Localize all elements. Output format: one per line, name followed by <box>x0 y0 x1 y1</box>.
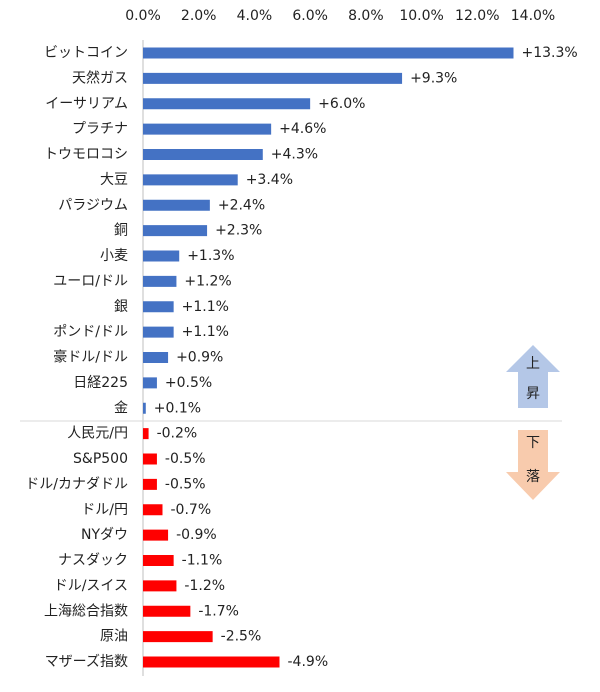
bar <box>143 377 157 389</box>
category-label: ポンド/ドル <box>53 324 128 340</box>
value-label: +4.3% <box>271 147 318 163</box>
bar <box>143 605 191 617</box>
category-label: 銅 <box>114 223 128 239</box>
value-label: -0.9% <box>176 527 217 543</box>
x-tick-label: 6.0% <box>292 8 328 24</box>
category-label: ユーロ/ドル <box>53 273 128 289</box>
bar <box>143 529 169 541</box>
category-label: プラチナ <box>72 121 128 137</box>
value-label: -1.7% <box>198 603 239 619</box>
category-label: マザーズ指数 <box>45 654 128 670</box>
category-label: トウモロコシ <box>44 147 128 163</box>
down-arrow <box>506 430 560 500</box>
value-label: +9.3% <box>410 70 457 86</box>
value-label: +4.6% <box>279 121 326 137</box>
category-label: 小麦 <box>100 248 128 264</box>
category-label: S&P500 <box>73 451 128 467</box>
bar <box>143 656 280 668</box>
value-label: -1.2% <box>184 578 225 594</box>
bar <box>143 478 157 490</box>
category-label: ドル/カナダドル <box>25 476 128 492</box>
category-label: イーサリアム <box>45 96 128 112</box>
value-label: +2.3% <box>215 223 262 239</box>
down-label: 落 <box>526 469 540 485</box>
category-label: 金 <box>114 400 128 416</box>
category-label: ナスダック <box>58 553 128 569</box>
bar <box>143 301 174 313</box>
bar <box>143 326 174 338</box>
value-label: +3.4% <box>246 172 293 188</box>
value-label: +0.1% <box>154 400 201 416</box>
value-label: +2.4% <box>218 197 265 213</box>
down-label: 下 <box>526 435 540 451</box>
category-label: 上海総合指数 <box>44 603 128 619</box>
x-tick-label: 12.0% <box>455 8 499 24</box>
category-label: パラジウム <box>58 197 128 213</box>
category-label: 日経225 <box>73 375 128 391</box>
bar <box>143 47 514 59</box>
value-label: +6.0% <box>318 96 365 112</box>
category-label: 豪ドル/ドル <box>53 350 128 366</box>
value-label: -2.5% <box>221 629 262 645</box>
bar <box>143 453 157 465</box>
bar <box>143 631 213 643</box>
bar <box>143 580 177 592</box>
x-tick-label: 4.0% <box>237 8 273 24</box>
value-label: +1.1% <box>182 299 229 315</box>
bar <box>143 275 177 287</box>
bar <box>143 149 263 160</box>
bar <box>143 352 169 363</box>
bar <box>143 504 163 516</box>
x-tick-label: 8.0% <box>348 8 384 24</box>
value-label: -0.5% <box>165 476 206 492</box>
value-label: +1.2% <box>184 273 231 289</box>
bar <box>143 98 311 110</box>
bar <box>143 555 174 566</box>
bar <box>143 123 272 135</box>
category-label: 原油 <box>100 629 128 645</box>
x-tick-label: 2.0% <box>181 8 217 24</box>
category-label: 人民元/円 <box>67 426 128 442</box>
category-label: ビットコイン <box>44 45 128 61</box>
category-label: NYダウ <box>81 527 128 543</box>
bar <box>143 72 403 84</box>
x-tick-label: 0.0% <box>125 8 161 24</box>
value-label: -0.7% <box>171 502 212 518</box>
category-label: 天然ガス <box>72 69 128 86</box>
bar <box>143 250 180 262</box>
x-tick-label: 14.0% <box>511 8 555 24</box>
bar <box>143 199 210 211</box>
value-label: +0.5% <box>165 375 212 391</box>
category-label: ドル/スイス <box>54 578 128 594</box>
bar <box>143 174 238 186</box>
up-arrow <box>506 345 560 408</box>
category-label: 銀 <box>114 299 128 315</box>
up-label: 上 <box>526 356 540 372</box>
bar <box>143 225 208 237</box>
value-label: -0.5% <box>165 451 206 467</box>
bar <box>143 428 149 440</box>
value-label: -1.1% <box>182 553 223 569</box>
x-tick-label: 10.0% <box>399 8 443 24</box>
value-label: +1.3% <box>187 248 234 264</box>
bar <box>143 402 146 414</box>
value-label: -0.2% <box>157 426 198 442</box>
up-label: 昇 <box>526 386 540 402</box>
value-label: -4.9% <box>288 654 329 670</box>
value-label: +13.3% <box>522 45 578 61</box>
value-label: +0.9% <box>176 350 223 366</box>
category-label: ドル/円 <box>81 502 128 518</box>
category-label: 大豆 <box>100 172 128 188</box>
value-label: +1.1% <box>182 324 229 340</box>
